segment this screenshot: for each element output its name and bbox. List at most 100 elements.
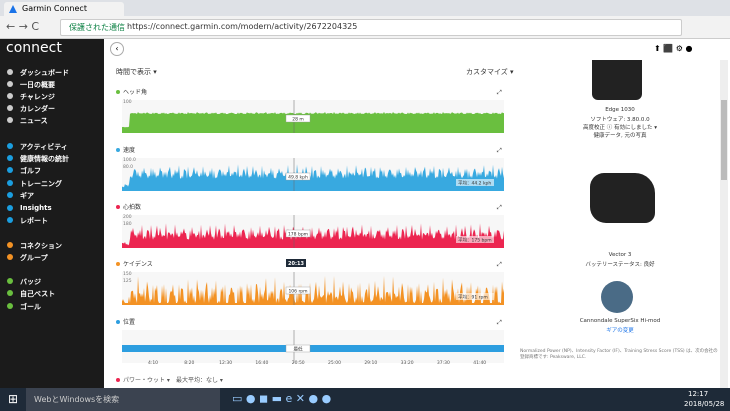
search-box[interactable]: WebとWindowsを検索	[26, 388, 220, 411]
software: ソフトウェア: 3.80.0.0	[590, 117, 650, 123]
menu-item[interactable]: グループ	[20, 254, 48, 262]
logo: connect	[6, 40, 62, 56]
menu-icon	[7, 105, 13, 111]
menu-item[interactable]: コネクション	[20, 242, 62, 250]
power-avg: 最大平均：なし ▾	[176, 376, 223, 384]
menu-item[interactable]: トレーニング	[20, 180, 62, 188]
y-tick-label: 100.0	[123, 157, 136, 163]
menu-item[interactable]: バッジ	[20, 278, 41, 286]
chart-area	[122, 164, 504, 191]
readout-box	[285, 344, 311, 353]
x-tick-label: 25:00	[328, 360, 341, 366]
time: 20:13	[288, 261, 304, 267]
expand-icon: ⤢	[497, 147, 502, 154]
expand-icon: ⤢	[497, 319, 502, 326]
menu-item[interactable]: チャレンジ	[20, 93, 55, 101]
position-bar	[122, 345, 504, 352]
chart-label: ヘッド角	[123, 88, 147, 96]
average-box	[456, 236, 494, 243]
readout-box	[285, 229, 311, 238]
security: 保護された通信	[69, 23, 125, 32]
menu-icon	[7, 117, 13, 123]
menu-item[interactable]: ニュース	[20, 117, 48, 125]
tab-title: Garmin Connect	[22, 4, 87, 13]
menu-icon	[7, 155, 13, 161]
menu-item[interactable]: 自己ベスト	[20, 290, 56, 298]
chart-area	[122, 223, 504, 248]
menu-icon	[7, 303, 13, 309]
menu-item[interactable]: 一日の概要	[20, 81, 55, 89]
menu-icon	[7, 93, 13, 99]
readout-box	[285, 286, 311, 295]
device-name: Edge 1030	[605, 107, 635, 113]
x-tick-label: 4:10	[148, 360, 158, 366]
menu-item[interactable]: 健康情報の統計	[20, 155, 69, 163]
readout: 最低	[294, 346, 303, 353]
device-image	[592, 60, 642, 100]
power-label: パワー・ウット ▾	[123, 376, 170, 384]
view-toggle: 時間で表示 ▾	[116, 67, 157, 76]
menu-icon	[7, 192, 13, 198]
altitude[interactable]: 高度校正 ⓘ 有効にしました ▾	[582, 125, 657, 131]
x-tick-label: 41:40	[473, 360, 486, 366]
nav-buttons[interactable]: ← → C	[6, 20, 40, 33]
readout-box	[285, 114, 311, 123]
tab-bar: Garmin Connect	[0, 0, 730, 16]
menu-icon	[7, 205, 13, 211]
back-button[interactable]: ‹	[110, 42, 124, 56]
menu-icon	[7, 143, 13, 149]
chart-dot	[116, 320, 120, 324]
pedal-image	[590, 173, 655, 223]
y-tick-label: 200	[123, 214, 132, 220]
x-tick-label: 16:40	[255, 360, 268, 366]
tab[interactable]: Garmin Connect	[4, 2, 124, 16]
menu-item[interactable]: カレンダー	[20, 105, 55, 113]
x-tick-label: 8:20	[184, 360, 194, 366]
readout: 49.8 kph	[288, 175, 308, 181]
bike-name: Cannondale SuperSix Hi-mod	[579, 318, 661, 324]
scrollbar[interactable]	[720, 60, 728, 388]
device-panel: Edge 1030 ソフトウェア: 3.80.0.0 高度校正 ⓘ 有効にしまし…	[520, 60, 720, 388]
y-tick-label: 100	[123, 99, 132, 105]
readout: 106 rpm	[288, 289, 307, 295]
chart-label: 位置	[123, 318, 135, 326]
menu-icon	[7, 81, 13, 87]
start-button[interactable]: ⊞	[7, 392, 19, 406]
chart-area	[122, 111, 504, 133]
menu-item[interactable]: アクティビティ	[20, 143, 68, 151]
menu-item[interactable]: ダッシュボード	[20, 69, 69, 77]
header-icons[interactable]: ⬆ ⬛ ⚙ ●	[654, 44, 693, 53]
expand-icon: ⤢	[497, 89, 502, 96]
scroll-thumb[interactable]	[721, 100, 727, 180]
menu-item[interactable]: ギア	[20, 192, 34, 200]
power-dot	[116, 378, 120, 382]
chart-dot	[116, 262, 120, 266]
pedal-name: Vector 3	[608, 252, 632, 258]
menu-item[interactable]: ゴルフ	[20, 167, 41, 175]
y-tick-label: 150	[123, 271, 132, 277]
menu-item[interactable]: ゴール	[20, 303, 41, 311]
menu-icon	[7, 180, 13, 186]
average-box	[456, 293, 494, 300]
omnibox[interactable]: 保護された通信 https://connect.garmin.com/moder…	[60, 19, 682, 36]
menu-icon	[7, 217, 13, 223]
taskbar: ⊞ WebとWindowsを検索 ▭ ● ◼ ▬ e ✕ ● ● 12:17 2…	[0, 388, 730, 411]
average: 平均：44.2 kph	[458, 180, 491, 187]
chart-label: ケイデンス	[123, 260, 153, 268]
health: 健康データ, 元の写真	[593, 133, 647, 139]
clock-date: 2018/05/28	[684, 400, 725, 408]
menu-item[interactable]: Insights	[20, 204, 52, 212]
gear-change[interactable]: ギアの変更	[606, 328, 634, 334]
menu-item[interactable]: レポート	[20, 217, 48, 225]
menu-icon	[7, 242, 13, 248]
x-tick-label: 33:20	[401, 360, 414, 366]
menu-icon	[7, 167, 13, 173]
expand-icon: ⤢	[497, 204, 502, 211]
taskbar-apps[interactable]: ▭ ● ◼ ▬ e ✕ ● ●	[232, 392, 332, 405]
time-box	[286, 259, 306, 267]
menu-icon	[7, 290, 13, 296]
x-tick-label: 37:30	[437, 360, 450, 366]
x-tick-label: 12:30	[219, 360, 232, 366]
chart-dot	[116, 148, 120, 152]
